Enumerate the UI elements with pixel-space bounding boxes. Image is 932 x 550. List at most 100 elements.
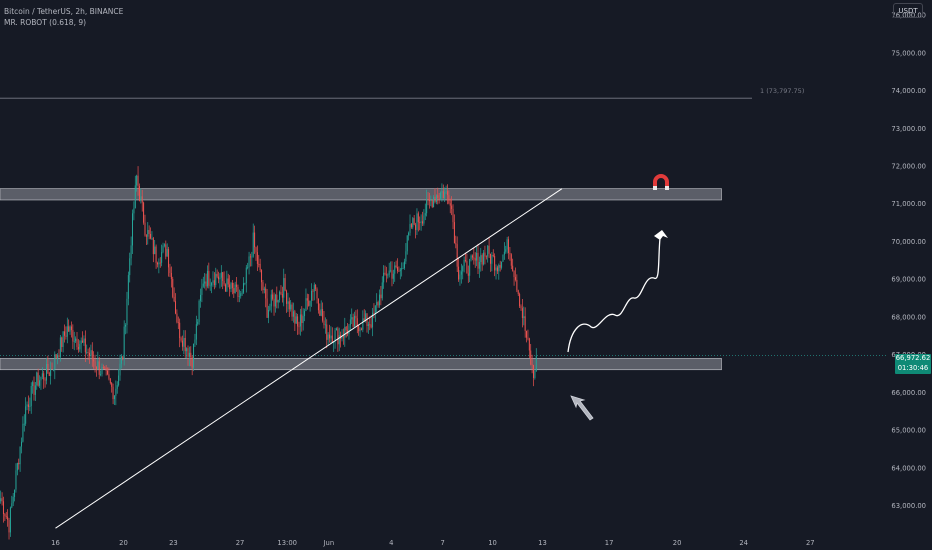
candle: [94, 354, 96, 373]
candle: [317, 298, 319, 314]
candle-body: [90, 350, 92, 356]
candle-body: [206, 270, 208, 287]
candle-body: [519, 294, 521, 307]
candle: [453, 214, 455, 244]
candle: [134, 175, 136, 209]
candle-body: [478, 262, 480, 269]
x-tick-label: 10: [488, 539, 497, 547]
candle: [226, 270, 228, 292]
candle: [209, 278, 211, 291]
y-tick-label: 76,000.00: [891, 12, 926, 20]
candle-body: [89, 352, 90, 356]
candle: [83, 335, 85, 346]
candle: [423, 209, 425, 226]
candle-body: [322, 309, 324, 321]
candle: [422, 211, 423, 226]
candle: [161, 244, 163, 267]
candle-body: [390, 270, 392, 272]
candle-body: [220, 272, 222, 278]
candle: [201, 278, 203, 303]
candle: [503, 242, 505, 260]
candle: [86, 344, 88, 355]
candle: [261, 269, 263, 291]
candle-body: [471, 255, 473, 258]
price-axis[interactable]: 76,000.00 75,000.00 74,000.00 73,000.00 72,0…: [891, 12, 926, 510]
candle-body: [376, 302, 378, 306]
candle-body: [119, 363, 121, 376]
candle: [29, 397, 31, 412]
y-tick-label: 64,000.00: [891, 464, 926, 472]
x-tick-label: 20: [119, 539, 128, 547]
candle: [288, 297, 290, 318]
currency-button[interactable]: USDT: [893, 3, 923, 18]
y-tick-label: 73,000.00: [891, 125, 926, 133]
candle-body: [1, 498, 3, 502]
candle-body: [156, 262, 158, 265]
candle: [70, 321, 72, 338]
candle: [223, 271, 225, 287]
candle-body: [381, 282, 383, 299]
candle-body: [521, 308, 523, 318]
candle: [97, 351, 99, 371]
candle: [487, 245, 489, 263]
candle-body: [403, 261, 405, 269]
candle-body: [145, 235, 147, 237]
candle-body: [18, 463, 20, 465]
candle-body: [299, 314, 301, 327]
candle: [32, 380, 34, 394]
candle-body: [294, 311, 296, 324]
candle: [476, 246, 478, 267]
candle: [75, 336, 77, 344]
time-axis[interactable]: 16 20 23 27 13:00 Jun 4 7 10 13 17 20 24 27: [51, 539, 814, 547]
candle: [369, 316, 371, 331]
candle-body: [143, 202, 145, 223]
candle-body: [419, 222, 421, 224]
candle-body: [438, 197, 440, 199]
candle: [304, 308, 306, 322]
candle-body: [496, 267, 498, 272]
candle: [1, 492, 3, 506]
candle-body: [231, 282, 233, 289]
candle: [373, 303, 375, 319]
candle-body: [236, 284, 238, 288]
candle-body: [483, 252, 485, 265]
candle-body: [111, 382, 113, 387]
candle: [15, 463, 17, 493]
candle: [415, 222, 417, 239]
candle: [410, 222, 412, 229]
candle: [116, 381, 118, 394]
candle: [494, 253, 496, 277]
candle: [434, 188, 436, 204]
candle: [144, 214, 146, 237]
candle: [206, 265, 208, 289]
candle: [119, 354, 121, 381]
candle: [478, 256, 480, 278]
candle-body: [69, 326, 71, 332]
candle: [412, 216, 414, 230]
candle: [102, 364, 104, 370]
candle-body: [451, 205, 453, 210]
candle-body: [107, 370, 109, 375]
candle-body: [19, 446, 21, 465]
candle-body: [54, 354, 56, 370]
candle-body: [57, 355, 59, 359]
candle: [520, 304, 522, 311]
candle: [427, 192, 429, 206]
candle: [433, 195, 435, 208]
candle-body: [215, 273, 217, 286]
candle: [220, 265, 222, 287]
trendline[interactable]: [55, 188, 563, 529]
candle-body: [243, 283, 244, 293]
candle-body: [129, 258, 131, 276]
candle: [5, 511, 7, 519]
candle: [198, 299, 200, 325]
candle-body: [34, 385, 36, 395]
candle-body: [388, 270, 390, 275]
candle: [168, 246, 170, 277]
candle-body: [70, 326, 72, 331]
candle: [516, 274, 518, 293]
candle: [163, 243, 165, 248]
candle-body: [130, 245, 132, 259]
candle: [392, 269, 394, 285]
